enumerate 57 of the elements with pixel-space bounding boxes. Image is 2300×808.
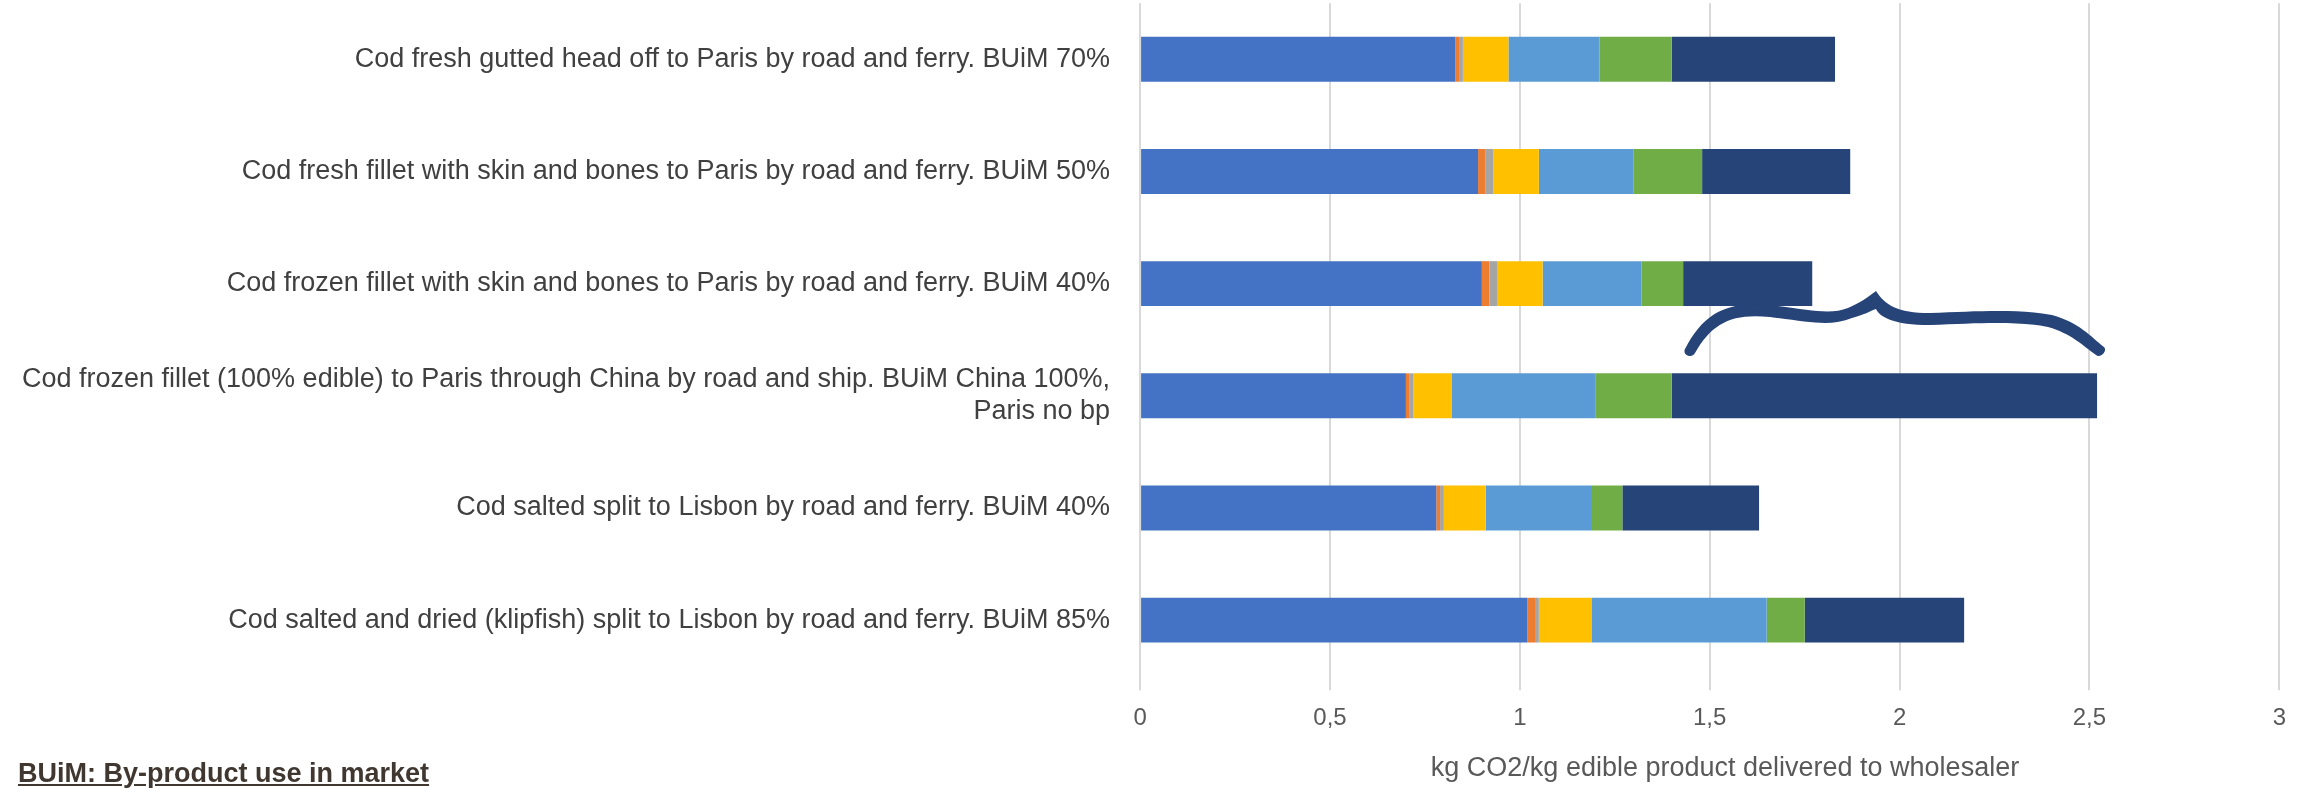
- x-tick-label: 0: [1133, 703, 1147, 731]
- bar: [1451, 373, 1596, 419]
- y-tick-label: Cod fresh gutted head off to Paris by road and ferry. BUiM 70%: [354, 42, 1111, 73]
- bar: [1497, 261, 1543, 307]
- bar: [1141, 36, 1456, 82]
- bar: [1409, 373, 1414, 419]
- bar: [1481, 261, 1490, 307]
- bar: [1641, 261, 1684, 307]
- bar: [1804, 597, 1965, 643]
- bar: [1462, 36, 1509, 82]
- bar: [1141, 261, 1482, 307]
- text: BUiM: By-product use in market: [18, 758, 430, 789]
- bar: [1542, 261, 1642, 307]
- y-tick-label: Cod frozen fillet with skin and bones to Paris by road and ferry. BUiM 40%: [226, 267, 1111, 298]
- bar: [1436, 485, 1441, 531]
- bar: [1440, 485, 1444, 531]
- y-tick-label: Cod salted split to Lisbon by road and ferry. BUiM 40%: [456, 491, 1111, 522]
- x-tick-label: 1: [1513, 703, 1527, 731]
- bar: [1485, 485, 1592, 531]
- bar: [1622, 485, 1760, 531]
- x-tick-label: 1,5: [1693, 703, 1727, 731]
- bar: [1141, 485, 1437, 531]
- bar: [1595, 373, 1672, 419]
- bar: [1702, 149, 1851, 194]
- bar: [1538, 597, 1592, 643]
- bar: [1535, 597, 1539, 643]
- x-axis-title: kg CO2/kg edible product delivered to wholesaler: [1429, 752, 2021, 783]
- bar: [1413, 373, 1452, 419]
- y-tick-label: Cod salted and dried (klipfish) split to Lisbon by road and ferry. BUiM 85%: [228, 603, 1111, 634]
- bar: [1141, 597, 1528, 643]
- bar: [1459, 36, 1463, 82]
- bar: [1671, 36, 1836, 82]
- bar: [1538, 149, 1634, 194]
- bar: [1489, 261, 1498, 307]
- bar: [1766, 597, 1805, 643]
- bar: [1141, 373, 1406, 419]
- bar: [1599, 36, 1672, 82]
- bar: [1591, 597, 1767, 643]
- bar: [1405, 373, 1410, 419]
- bar: [1478, 149, 1486, 194]
- bar: [1671, 373, 2098, 419]
- bar: [1683, 261, 1813, 307]
- x-tick-label: 2: [1892, 703, 1907, 731]
- x-tick-label: 0,5: [1313, 703, 1347, 731]
- bar: [1443, 485, 1486, 531]
- bar: [1485, 149, 1494, 194]
- bar: [1141, 149, 1479, 194]
- bar: [1633, 149, 1703, 194]
- bar: [1527, 597, 1536, 643]
- y-tick-label: Cod fresh fillet with skin and bones to Paris by road and ferry. BUiM 50%: [241, 154, 1111, 185]
- bar: [1508, 36, 1600, 82]
- x-tick-label: 2,5: [2072, 703, 2107, 731]
- bar: [1493, 149, 1539, 194]
- x-tick-label: 3: [2272, 703, 2287, 731]
- bar: [1591, 485, 1623, 531]
- y-tick-label: Cod frozen fillet (100% edible) to Paris through China by road and ship. BUiM China 100%, Paris no bp: [21, 363, 1111, 426]
- bar: [1455, 36, 1460, 82]
